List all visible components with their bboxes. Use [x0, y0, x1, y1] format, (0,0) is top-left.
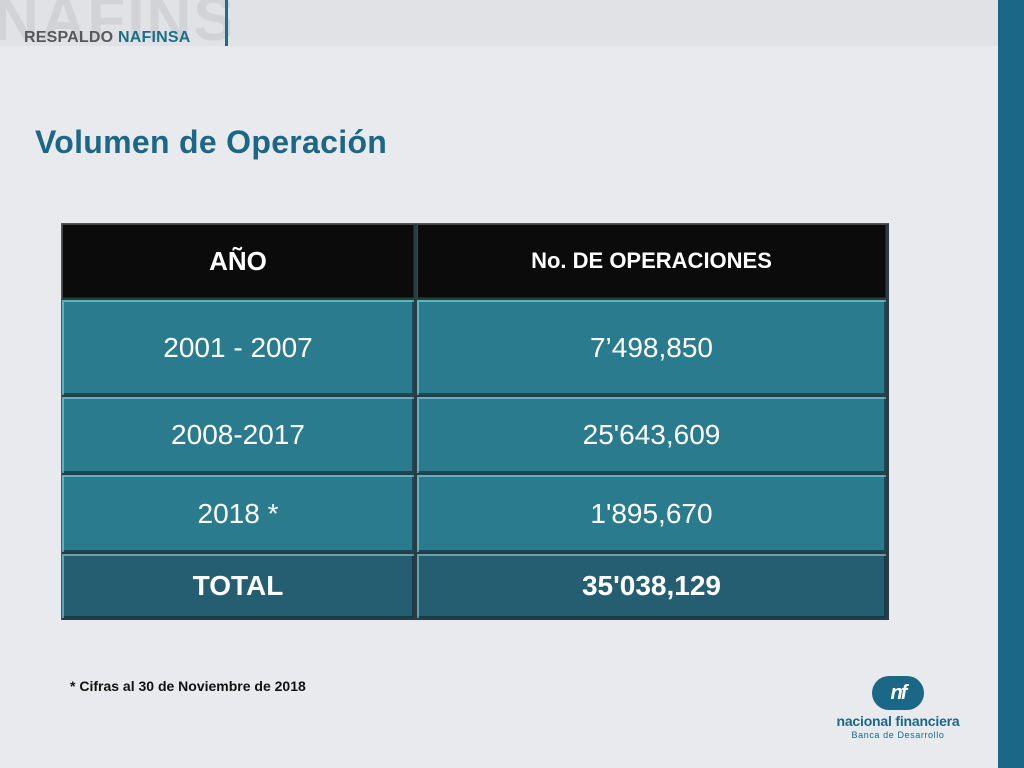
- page-title: Volumen de Operación: [35, 124, 388, 160]
- year-cell: 2008-2017: [62, 397, 417, 475]
- total-row: TOTAL 35'038,129: [62, 554, 889, 620]
- nf-logo-icon: nf: [872, 676, 924, 710]
- respaldo-nafinsa-logo: NAFINSA RESPALDO NAFINSA: [0, 0, 230, 46]
- column-header-operations: No. DE OPERACIONES: [417, 224, 889, 300]
- table-row: 2008-2017 25'643,609: [62, 397, 889, 475]
- logo-word-nafinsa: NAFINSA: [117, 29, 191, 46]
- nacional-financiera-logo: nf nacional financiera Banca de Desarrol…: [828, 676, 968, 741]
- operations-table: AÑO No. DE OPERACIONES 2001 - 2007 7’498…: [61, 223, 889, 620]
- logo-wordmark: RESPALDO NAFINSA: [24, 29, 190, 46]
- total-value-cell: 35'038,129: [417, 554, 889, 620]
- year-cell: 2018 *: [62, 475, 417, 554]
- logo-divider: [225, 0, 228, 46]
- operations-cell: 1'895,670: [417, 475, 889, 554]
- table-header-row: AÑO No. DE OPERACIONES: [62, 224, 889, 300]
- total-label-cell: TOTAL: [62, 554, 417, 620]
- right-accent-stripe: [998, 0, 1024, 768]
- table-row: 2001 - 2007 7’498,850: [62, 300, 889, 397]
- footnote: * Cifras al 30 de Noviembre de 2018: [70, 678, 306, 694]
- brand-tagline: Banca de Desarrollo: [851, 730, 945, 740]
- year-cell: 2001 - 2007: [62, 300, 417, 397]
- column-header-year: AÑO: [62, 224, 417, 300]
- brand-name: nacional financiera: [836, 713, 960, 729]
- logo-watermark: NAFINSA: [0, 0, 230, 46]
- operations-cell: 25'643,609: [417, 397, 889, 475]
- table-row: 2018 * 1'895,670: [62, 475, 889, 554]
- logo-word-respaldo: RESPALDO: [24, 29, 114, 46]
- operations-cell: 7’498,850: [417, 300, 889, 397]
